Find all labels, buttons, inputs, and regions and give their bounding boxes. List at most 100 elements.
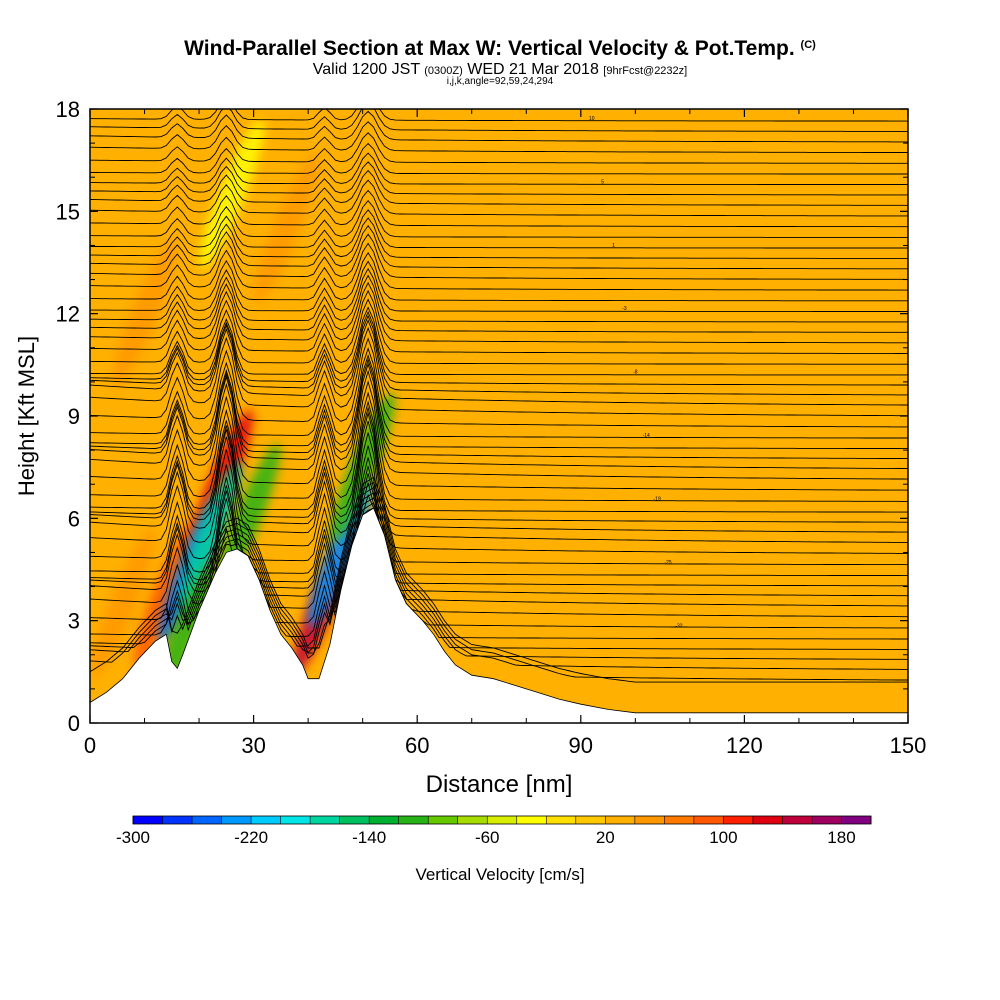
colorbar-swatch bbox=[575, 816, 606, 824]
chart-params: i,j,k,angle=92,59,24,294 bbox=[446, 76, 554, 87]
colorbar-swatch bbox=[546, 816, 577, 824]
y-tick-label: 6 bbox=[68, 506, 80, 531]
isentrope-line bbox=[90, 152, 908, 186]
colorbar-tick-label: -220 bbox=[234, 828, 268, 847]
isentrope-line bbox=[90, 281, 908, 344]
isentrope-label: -32 bbox=[675, 623, 682, 629]
isentrope-line bbox=[90, 109, 908, 132]
terrain-fill bbox=[90, 507, 908, 723]
colorbar-tick-label: 100 bbox=[709, 828, 737, 847]
colorbar-swatch bbox=[457, 816, 488, 824]
subtitle-utc: (0300Z) bbox=[424, 65, 463, 77]
subtitle-valid: Valid 1200 JST bbox=[312, 61, 420, 78]
copyright-mark: (C) bbox=[800, 39, 816, 51]
isentrope-line bbox=[90, 326, 908, 417]
isentrope-line bbox=[90, 354, 908, 450]
isentrope-line bbox=[90, 121, 908, 153]
isentrope-label: -3 bbox=[622, 306, 627, 312]
y-tick-label: 12 bbox=[56, 302, 80, 327]
colorbar-swatch bbox=[723, 816, 754, 824]
isentrope-label: -19 bbox=[654, 497, 661, 503]
colorbar-swatch bbox=[192, 816, 223, 824]
isentrope-line bbox=[90, 473, 908, 597]
isentrope-label: -8 bbox=[633, 370, 638, 376]
isentrope-line bbox=[90, 310, 908, 386]
colorbar-swatch bbox=[841, 816, 872, 824]
y-axis-label: Height [Kft MSL] bbox=[14, 336, 39, 496]
colorbar-swatch bbox=[605, 816, 636, 824]
isentrope-line bbox=[90, 251, 908, 302]
isentrope-line bbox=[90, 362, 908, 469]
y-tick-label: 15 bbox=[56, 199, 80, 224]
subtitle-date: WED 21 Mar 2018 bbox=[467, 61, 599, 78]
colorbar-swatch bbox=[516, 816, 547, 824]
isentrope-label: -14 bbox=[643, 433, 650, 439]
chart-subtitle: Valid 1200 JST (0300Z) WED 21 Mar 2018 [… bbox=[0, 61, 1000, 79]
isentrope-line bbox=[90, 420, 908, 543]
colorbar-swatch bbox=[487, 816, 518, 824]
x-tick-label: 60 bbox=[405, 733, 429, 758]
isentrope-line bbox=[90, 497, 908, 650]
isentrope-line bbox=[90, 482, 908, 607]
velocity-cell bbox=[90, 529, 156, 678]
x-tick-label: 150 bbox=[890, 733, 927, 758]
isentrope-line bbox=[90, 267, 908, 323]
isentrope-line bbox=[90, 189, 908, 228]
colorbar: -300 -220 -140 -60 20 100 180 Vertical Velocity… bbox=[116, 815, 872, 884]
x-tick-label: 90 bbox=[569, 733, 593, 758]
isentrope-label: 10 bbox=[589, 116, 595, 122]
isentrope-line bbox=[90, 406, 908, 523]
isentrope-line bbox=[90, 233, 908, 280]
colorbar-tick-label: -60 bbox=[475, 828, 500, 847]
colorbar-swatch bbox=[369, 816, 400, 824]
isentrope-line bbox=[90, 432, 908, 554]
colorbar-swatch bbox=[339, 816, 370, 824]
colorbar-swatch bbox=[310, 816, 341, 824]
isentrope-line bbox=[90, 242, 908, 291]
colorbar-swatch bbox=[398, 816, 429, 824]
isentrope-line bbox=[90, 314, 908, 396]
isentrope-line bbox=[90, 319, 908, 406]
isentrope-line bbox=[90, 493, 908, 618]
terrain bbox=[90, 507, 908, 723]
isentrope-line bbox=[90, 298, 908, 365]
colorbar-swatch bbox=[782, 816, 813, 824]
isentrope-line bbox=[90, 289, 908, 354]
colorbar-swatch bbox=[634, 816, 665, 824]
isentrope-line bbox=[90, 369, 908, 480]
isentrope-line bbox=[90, 110, 908, 143]
chart-title: Wind-Parallel Section at Max W: Vertical… bbox=[0, 37, 1000, 61]
isentrope-line bbox=[90, 358, 908, 459]
isentrope-line bbox=[90, 169, 908, 206]
isentrope-line bbox=[90, 209, 908, 249]
isentrope-line bbox=[90, 161, 908, 196]
x-tick-label: 120 bbox=[726, 733, 763, 758]
isentrope-line bbox=[90, 142, 908, 175]
y-tick-label: 18 bbox=[56, 97, 80, 122]
colorbar-swatch bbox=[664, 816, 695, 824]
title-text: Wind-Parallel Section at Max W: Vertical… bbox=[184, 37, 795, 60]
y-tick-label: 0 bbox=[68, 711, 80, 736]
isentrope-label: -25 bbox=[664, 560, 671, 566]
isentrope-line bbox=[90, 476, 908, 683]
isentrope-line bbox=[90, 132, 908, 164]
colorbar-label: Vertical Velocity [cm/s] bbox=[415, 865, 584, 884]
y-tick-label: 9 bbox=[68, 404, 80, 429]
x-tick-label: 30 bbox=[241, 733, 265, 758]
isentrope-line bbox=[90, 486, 908, 670]
colorbar-swatch bbox=[162, 816, 193, 824]
colorbar-swatch bbox=[280, 816, 311, 824]
isentrope-line bbox=[90, 260, 908, 312]
isentrope-line bbox=[90, 502, 908, 640]
isentrope-label: 1 bbox=[612, 243, 615, 249]
y-tick-label: 3 bbox=[68, 609, 80, 634]
colorbar-tick-label: -300 bbox=[116, 828, 150, 847]
isentrope-line bbox=[90, 457, 908, 577]
isentrope-line bbox=[90, 337, 908, 428]
colorbar-tick-label: 20 bbox=[596, 828, 615, 847]
isentrope-line bbox=[90, 445, 908, 566]
velocity-cell bbox=[112, 239, 177, 389]
